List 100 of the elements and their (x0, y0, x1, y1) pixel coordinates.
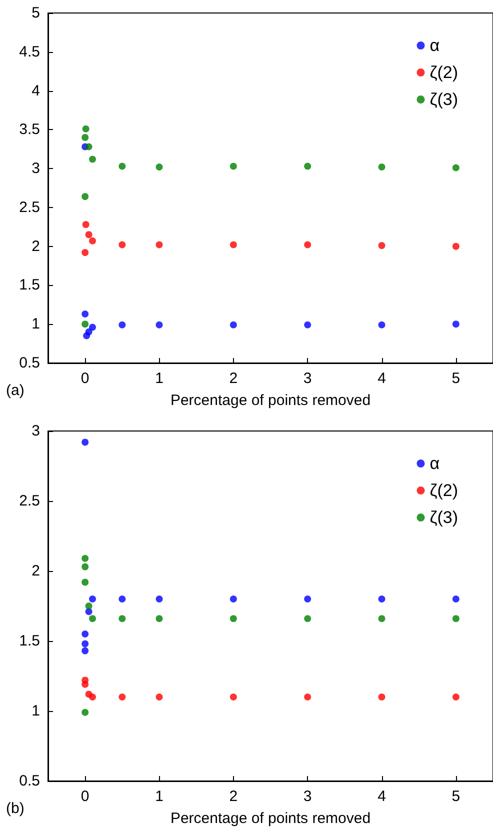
point (82, 310, 89, 318)
point (82, 249, 89, 256)
point (82, 320, 89, 328)
x-tick-label: 1 (155, 370, 164, 387)
point (156, 241, 163, 248)
point (156, 694, 163, 700)
point (230, 615, 237, 622)
point (82, 221, 90, 228)
point (82, 578, 89, 586)
point (230, 596, 237, 602)
point (452, 694, 460, 700)
point (378, 164, 386, 170)
point (304, 162, 312, 170)
x-tick-label: 5 (452, 788, 460, 805)
y-tick-label: 0.5 (19, 354, 40, 372)
point (452, 242, 460, 250)
point (118, 596, 126, 602)
legend-label: ζ(3) (430, 508, 458, 527)
point (118, 321, 126, 328)
y-tick-label: 2 (32, 238, 40, 255)
x-tick-label: 0 (80, 788, 90, 805)
y-tick-label: 4.5 (19, 43, 40, 60)
point (82, 640, 89, 648)
point (89, 156, 96, 163)
x-tick-label: 3 (303, 370, 312, 387)
point (82, 563, 89, 570)
point (304, 596, 312, 602)
point (156, 615, 163, 622)
point (89, 596, 96, 602)
x-tick-label: 2 (229, 370, 238, 387)
point (304, 241, 312, 248)
point (378, 615, 386, 622)
point (304, 615, 312, 622)
y-tick-label: 2.5 (19, 198, 40, 216)
point (118, 241, 126, 248)
point (82, 193, 89, 200)
point (156, 596, 163, 602)
point (304, 321, 312, 328)
x-axis-title: Percentage of points removed (170, 810, 371, 827)
legend-label: ζ(2) (430, 481, 458, 500)
point (452, 615, 460, 622)
y-tick-label: 3 (32, 422, 40, 440)
y-tick-label: 2.5 (19, 492, 40, 510)
text: (a) (6, 382, 24, 399)
point (304, 694, 312, 700)
point (89, 237, 96, 244)
point (82, 125, 90, 132)
y-tick-label: 5 (32, 4, 40, 22)
point (230, 241, 237, 248)
point (378, 694, 386, 700)
point (89, 615, 96, 622)
x-tick-label: 1 (155, 788, 164, 805)
point (452, 596, 460, 602)
y-tick-label: 1.5 (19, 276, 40, 294)
y-tick-label: 3.5 (19, 121, 40, 138)
point (118, 162, 126, 170)
y-tick-label: 1 (32, 702, 40, 720)
point (378, 321, 386, 328)
y-tick-label: 3 (32, 160, 40, 178)
point (89, 324, 96, 331)
legend-label: α (430, 454, 440, 473)
y-tick-label: 2 (32, 562, 40, 580)
point (452, 320, 460, 328)
point (230, 162, 237, 170)
legend-label: α (430, 36, 440, 55)
point (378, 242, 386, 250)
point (230, 694, 237, 700)
point (85, 231, 92, 238)
point (118, 615, 126, 622)
point (89, 694, 96, 700)
point (82, 630, 89, 638)
point (85, 328, 92, 336)
x-tick-label: 5 (452, 370, 460, 387)
x-tick-label: 4 (378, 370, 386, 387)
y-tick-label: 4 (32, 82, 40, 100)
legend-label: ζ(2) (430, 63, 458, 82)
point (82, 554, 89, 562)
y-tick-label: 0.5 (19, 772, 40, 790)
point (82, 680, 89, 688)
point (452, 164, 460, 172)
y-tick-label: 1.5 (19, 632, 40, 650)
point (378, 596, 386, 602)
x-tick-label: 4 (378, 788, 386, 805)
y-tick-label: 1 (32, 316, 40, 333)
point (118, 694, 126, 700)
legend-label: ζ(3) (430, 90, 458, 109)
point (82, 708, 89, 716)
point (85, 143, 92, 150)
point (156, 321, 163, 328)
point (85, 602, 92, 610)
x-axis-title: Percentage of points removed (170, 392, 371, 409)
point (230, 321, 237, 328)
text: (b) (6, 800, 24, 817)
x-tick-label: 0 (80, 370, 90, 387)
point (82, 134, 89, 141)
point (156, 164, 163, 170)
point (82, 438, 89, 446)
x-tick-label: 3 (303, 788, 312, 805)
x-tick-label: 2 (229, 788, 238, 805)
point (82, 647, 89, 654)
